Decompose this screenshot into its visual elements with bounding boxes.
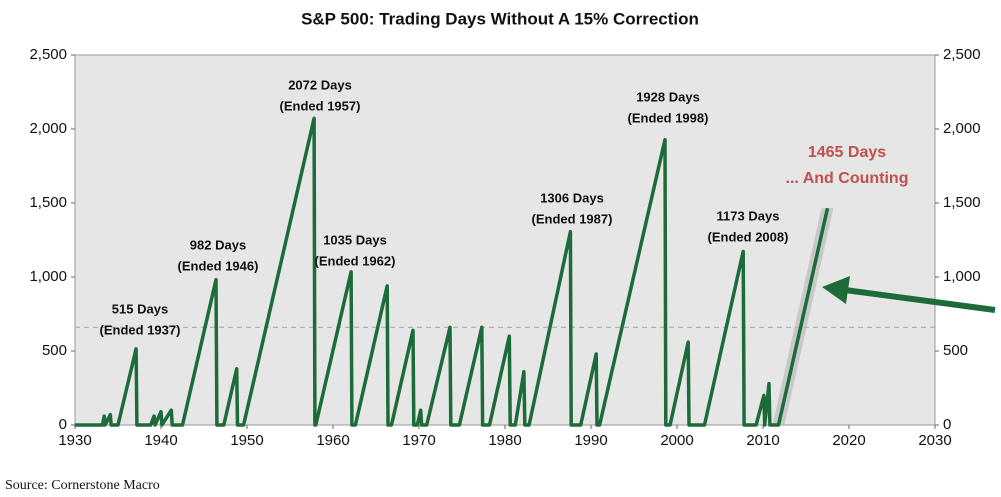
y2-tick-label: 1,500 (943, 194, 981, 211)
annotation: 1465 Days (808, 144, 886, 161)
annotation: 1173 Days (717, 208, 780, 223)
x-tick-label: 1980 (488, 432, 521, 449)
series-line (75, 116, 830, 427)
y2-tick-label: 2,000 (943, 120, 981, 137)
y-tick-label: 1,000 (29, 268, 67, 285)
annotation: (Ended 1987) (532, 211, 613, 226)
arrow-head (822, 276, 850, 304)
y-tick-label: 2,500 (29, 46, 67, 63)
annotation: (Ended 1962) (315, 253, 396, 268)
annotation: 2072 Days (288, 77, 352, 92)
arrow-shaft (844, 287, 996, 313)
annotation: 1928 Days (636, 89, 700, 104)
x-tick-label: 2030 (918, 432, 951, 449)
x-tick-label: 1970 (402, 432, 435, 449)
x-tick-label: 1960 (316, 432, 349, 449)
y2-tick-label: 2,500 (943, 46, 981, 63)
chart-title: S&P 500: Trading Days Without A 15% Corr… (301, 9, 699, 28)
y-tick-label: 1,500 (29, 194, 67, 211)
annotation: (Ended 2008) (708, 229, 789, 244)
annotation: (Ended 1946) (178, 258, 259, 273)
y2-tick-label: 0 (943, 416, 951, 433)
x-tick-label: 1940 (144, 432, 177, 449)
annotation: 1035 Days (323, 232, 387, 247)
annotation: 982 Days (190, 237, 246, 252)
y2-tick-label: 500 (943, 342, 968, 359)
annotation: (Ended 1957) (280, 98, 361, 113)
x-tick-label: 1990 (574, 432, 607, 449)
y2-tick-label: 1,000 (943, 268, 981, 285)
y-tick-label: 0 (59, 416, 67, 433)
annotation: ... And Counting (786, 170, 909, 187)
x-tick-label: 2000 (660, 432, 693, 449)
source: Source: Cornerstone Macro (5, 478, 160, 493)
y-tick-label: 500 (42, 342, 67, 359)
y-tick-label: 2,000 (29, 120, 67, 137)
x-tick-label: 2010 (746, 432, 779, 449)
x-tick-label: 1950 (230, 432, 263, 449)
annotation: (Ended 1998) (628, 110, 709, 125)
x-tick-label: 2020 (832, 432, 865, 449)
x-tick-label: 1930 (58, 432, 91, 449)
annotation: 515 Days (112, 301, 168, 316)
annotation: 1306 Days (540, 190, 604, 205)
annotation: (Ended 1937) (100, 322, 181, 337)
